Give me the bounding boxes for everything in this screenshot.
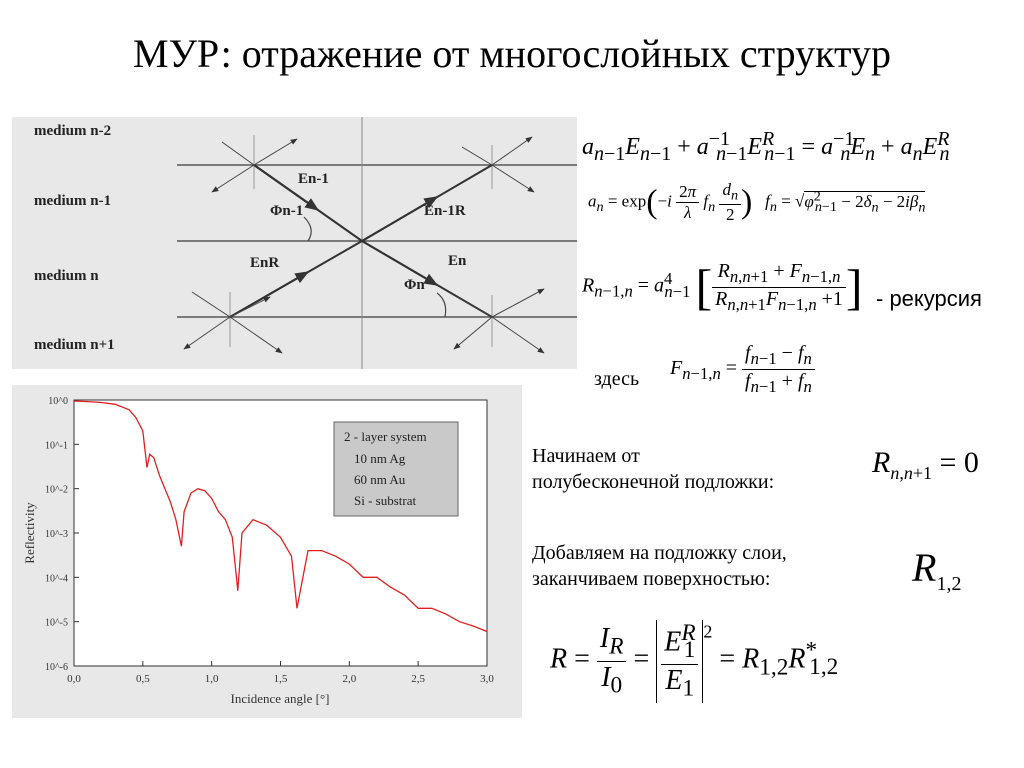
start-text-line: полубесконечной подложки: <box>532 471 775 493</box>
reflectivity-equation: R = IR I0 = ER1 E1 2 = R1,2R*1,2 <box>550 620 839 703</box>
medium-label: medium n+1 <box>34 337 115 353</box>
y-tick-label: 10^-1 <box>45 440 68 451</box>
legend-entry: Si - substrat <box>354 493 417 508</box>
y-axis-label: Reflectivity <box>22 502 37 564</box>
ray-label: En-1 <box>298 171 329 187</box>
multilayer-ray-diagram: medium n-2 medium n-1 medium n medium n+… <box>12 117 577 369</box>
medium-label: medium n <box>34 268 99 284</box>
legend-entry: 2 - layer system <box>344 429 427 444</box>
start-text: Начинаем от полубесконечной подложки: <box>532 443 774 495</box>
layers-text: Добавляем на подложку слои, заканчиваем … <box>532 540 787 592</box>
x-tick-label: 0,0 <box>67 673 81 685</box>
start-text-line: Начинаем от <box>532 445 640 467</box>
x-tick-label: 3,0 <box>480 673 494 685</box>
medium-label: medium n-1 <box>34 193 111 209</box>
substrate-equation: Rn,n+1 = 0 <box>872 446 979 483</box>
phase-equation: an = exp(−i 2π λ fn dn 2) fn = √φ2n−1 − 2δ… <box>588 180 926 225</box>
y-tick-label: 10^-5 <box>45 618 68 629</box>
x-tick-label: 1,0 <box>205 673 219 685</box>
recursion-note: - рекурсия <box>876 286 982 311</box>
boundary-equation: an−1En−1 + a−1n−1ERn−1 = a−1nEn + anERn <box>582 128 950 165</box>
f-definition-equation: Fn−1,n = fn−1 − fn fn−1 + fn <box>670 342 815 397</box>
angle-label: Φn-1 <box>270 203 303 219</box>
medium-label: medium n-2 <box>34 123 111 139</box>
x-tick-label: 2,5 <box>411 673 425 685</box>
y-tick-label: 10^-3 <box>45 529 68 540</box>
x-tick-label: 0,5 <box>136 673 150 685</box>
layers-text-line: Добавляем на подложку слои, <box>532 542 787 564</box>
here-label: здесь <box>594 368 640 390</box>
x-tick-label: 2,0 <box>342 673 356 685</box>
reflectivity-curve <box>73 400 488 633</box>
y-tick-label: 10^0 <box>48 396 68 407</box>
x-axis-label: Incidence angle [°] <box>230 691 329 706</box>
layers-text-line: заканчиваем поверхностью: <box>532 568 771 590</box>
legend-entry: 60 nm Au <box>354 472 406 487</box>
slide-title: МУР: отражение от многослойных структур <box>133 31 891 76</box>
reflectivity-chart: 10^0 10^-1 10^-2 10^-3 10^-4 10^-5 10^-6 0,0 0,… <box>12 385 522 718</box>
surface-reflection-symbol: R1,2 <box>912 545 962 595</box>
y-tick-label: 10^-4 <box>45 573 68 584</box>
y-tick-label: 10^-2 <box>45 485 68 496</box>
ray-label: En-1R <box>424 203 466 219</box>
ray-label: EnR <box>250 255 279 271</box>
y-tick-label: 10^-6 <box>45 662 68 673</box>
x-tick-label: 1,5 <box>274 673 288 685</box>
recursion-equation: Rn−1,n = a4n−1 [Rn,n+1 + Fn−1,n Rn,n+1Fn−… <box>582 259 863 315</box>
chart-legend: 2 - layer system 10 nm Ag 60 nm Au Si - … <box>333 421 459 517</box>
ray-label: En <box>448 253 467 269</box>
angle-label: Φn <box>404 277 425 293</box>
legend-entry: 10 nm Ag <box>354 451 406 466</box>
